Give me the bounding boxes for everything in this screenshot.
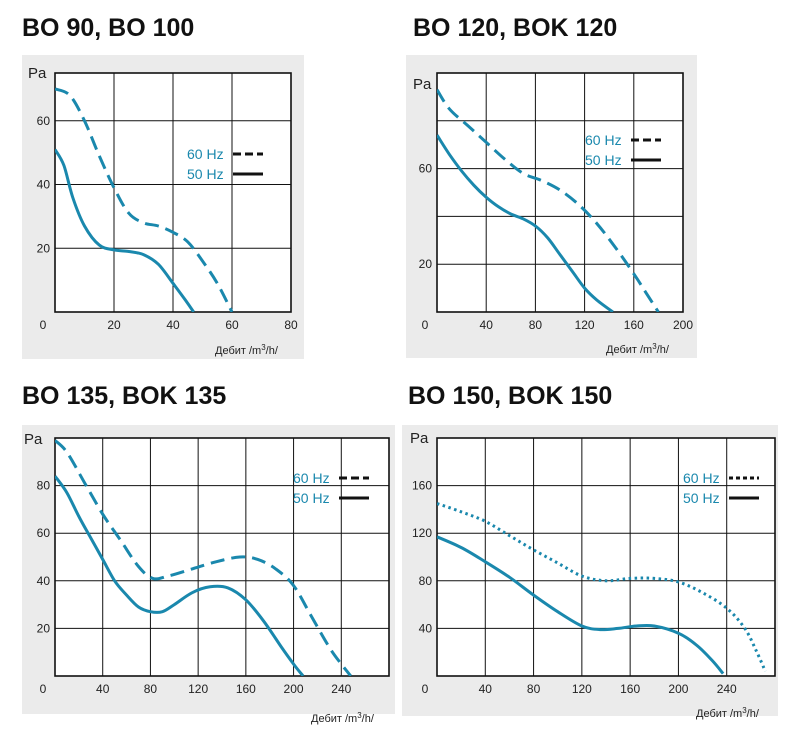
- plot-frame: [436, 72, 684, 313]
- y-tick-label: 60: [37, 114, 51, 128]
- y-tick-label: 80: [419, 574, 433, 588]
- legend-label: 60 Hz: [293, 470, 330, 486]
- series-line-60hz: [55, 439, 352, 676]
- series-line-50hz: [437, 535, 725, 675]
- chart-title-1: BO 90, BO 100: [22, 14, 195, 42]
- x-axis-label-sup: 3: [652, 342, 657, 351]
- x-tick-label: 80: [529, 318, 543, 332]
- x-tick-label: 240: [717, 682, 737, 696]
- x-tick-label: 40: [166, 318, 180, 332]
- origin-label: 0: [40, 318, 47, 332]
- series-line-60hz: [437, 502, 767, 672]
- y-tick-label: 80: [37, 479, 51, 493]
- series-line-50hz: [55, 475, 305, 676]
- x-axis-label-text: Дебит /m: [311, 713, 357, 725]
- x-axis-label: Дебит /m3/h/: [696, 706, 760, 720]
- origin-label: 0: [422, 318, 429, 332]
- plot-area: [437, 73, 683, 312]
- y-tick-label: 40: [37, 178, 51, 192]
- x-axis-label-unit: /h/: [362, 713, 375, 725]
- legend-label: 50 Hz: [683, 490, 720, 506]
- x-tick-label: 200: [284, 682, 304, 696]
- x-tick-label: 40: [480, 318, 494, 332]
- y-axis-unit: Pa: [28, 65, 47, 82]
- chart-title-4: BO 150, BOK 150: [408, 382, 613, 410]
- x-axis-label-sup: 3: [742, 706, 747, 715]
- x-tick-label: 80: [527, 682, 541, 696]
- chart-3: 20 40 60 80 40 80 120 160 200 240 0 Pa Дебит /m3/h/6…: [22, 425, 395, 725]
- legend-label: 50 Hz: [293, 490, 330, 506]
- x-tick-label: 240: [331, 682, 351, 696]
- y-tick-label: 40: [419, 621, 433, 635]
- plot-frame: [436, 437, 776, 677]
- legend-label: 50 Hz: [585, 152, 622, 168]
- x-axis-label-unit: /h/: [657, 344, 670, 356]
- x-tick-label: 160: [236, 682, 256, 696]
- x-axis-label: Дебит /m3/h/: [311, 711, 375, 725]
- x-tick-label: 120: [575, 318, 595, 332]
- x-axis-label: Дебит /m3/h/: [215, 343, 279, 357]
- x-axis-label-text: Дебит /m: [696, 708, 742, 720]
- chart-2: 20 60 40 80 120 160 200 0 Pa Дебит /m3/h/60 Hz 50 …: [406, 55, 697, 358]
- x-axis-label-text: Дебит /m: [215, 345, 261, 357]
- origin-label: 0: [422, 682, 429, 696]
- x-axis-label-unit: /h/: [747, 708, 760, 720]
- legend-label: 50 Hz: [187, 166, 224, 182]
- x-tick-label: 20: [107, 318, 121, 332]
- y-tick-label: 20: [37, 241, 51, 255]
- plot-frame: [54, 437, 390, 677]
- x-tick-label: 40: [96, 682, 110, 696]
- legend-label: 60 Hz: [683, 470, 720, 486]
- chart-1: 20 40 60 20 40 60 80 0 Pa Дебит /m3/h/60 Hz 50 Hz: [22, 55, 304, 359]
- x-axis-label-unit: /h/: [266, 345, 279, 357]
- y-tick-label: 20: [37, 621, 51, 635]
- x-tick-label: 40: [479, 682, 493, 696]
- x-axis-label-text: Дебит /m: [606, 344, 652, 356]
- plot-area: [55, 438, 389, 676]
- x-axis-label-sup: 3: [357, 711, 362, 720]
- chart-title-2: BO 120, BOK 120: [413, 14, 618, 42]
- x-tick-label: 200: [673, 318, 693, 332]
- y-tick-label: 40: [37, 574, 51, 588]
- chart-4: 40 80 120 160 40 80 120 160 200 240 0 Pa Дебит /m3/h…: [402, 425, 778, 720]
- y-tick-label: 60: [419, 162, 433, 176]
- y-axis-unit: Pa: [410, 430, 429, 447]
- chart-title-3: BO 135, BOK 135: [22, 382, 227, 410]
- x-tick-label: 80: [284, 318, 298, 332]
- x-tick-label: 120: [572, 682, 592, 696]
- y-axis-unit: Pa: [24, 431, 43, 448]
- y-tick-label: 120: [412, 526, 432, 540]
- plot-area: [437, 438, 775, 676]
- series-line-50hz: [55, 148, 195, 312]
- x-tick-label: 80: [144, 682, 158, 696]
- series-line-50hz: [437, 134, 614, 312]
- x-axis-label: Дебит /m3/h/: [606, 342, 670, 356]
- legend-label: 60 Hz: [187, 146, 224, 162]
- x-tick-label: 160: [624, 318, 644, 332]
- origin-label: 0: [40, 682, 47, 696]
- y-tick-label: 60: [37, 526, 51, 540]
- legend-label: 60 Hz: [585, 132, 622, 148]
- y-tick-label: 20: [419, 257, 433, 271]
- x-tick-label: 120: [188, 682, 208, 696]
- x-axis-label-sup: 3: [261, 343, 266, 352]
- x-tick-label: 160: [620, 682, 640, 696]
- plot-frame: [54, 72, 292, 313]
- y-tick-label: 160: [412, 479, 432, 493]
- y-axis-unit: Pa: [413, 76, 432, 93]
- series-line-60hz: [437, 88, 660, 312]
- x-tick-label: 200: [668, 682, 688, 696]
- series-line-60hz: [55, 87, 234, 312]
- x-tick-label: 60: [225, 318, 239, 332]
